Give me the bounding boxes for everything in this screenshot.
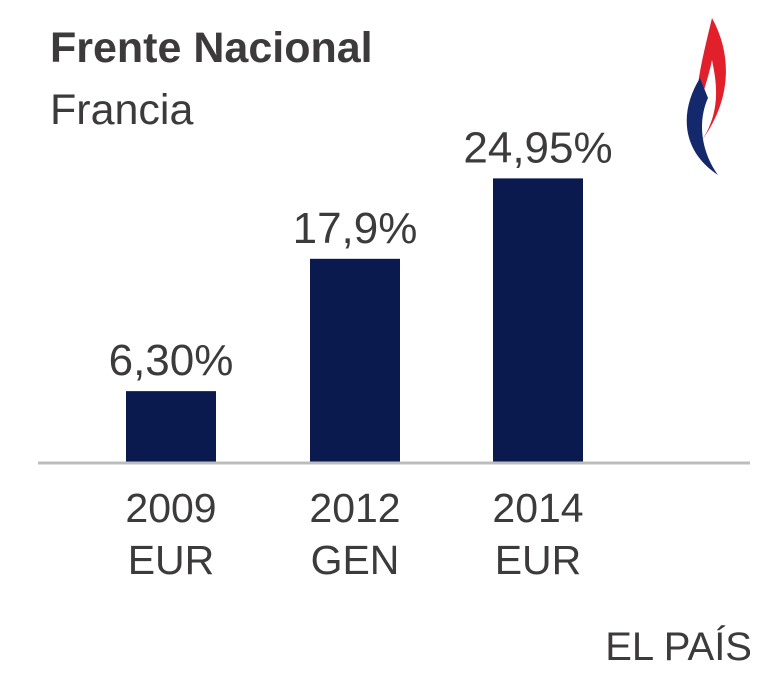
category-year-label: 2014 [492,485,583,531]
bars-layer [126,178,583,463]
bar-2014 [493,178,583,463]
category-election-label: GEN [311,537,400,583]
flame-logo-icon [686,18,726,175]
chart-title: Frente Nacional [50,24,373,72]
source-credit: EL PAÍS [605,624,752,669]
chart-subtitle: Francia [50,86,193,134]
value-label-2009: 6,30% [109,336,234,385]
category-labels-layer: 2009 EUR 2012 GEN 2014 EUR [125,485,583,583]
value-label-2014: 24,95% [463,123,612,172]
bar-2012 [310,258,400,463]
value-label-2012: 17,9% [293,204,418,253]
value-labels-layer: 6,30% 17,9% 24,95% [109,123,613,385]
category-year-label: 2012 [309,485,400,531]
bar-2009 [126,391,216,463]
category-election-label: EUR [128,537,215,583]
category-election-label: EUR [495,537,582,583]
category-year-label: 2009 [125,485,216,531]
